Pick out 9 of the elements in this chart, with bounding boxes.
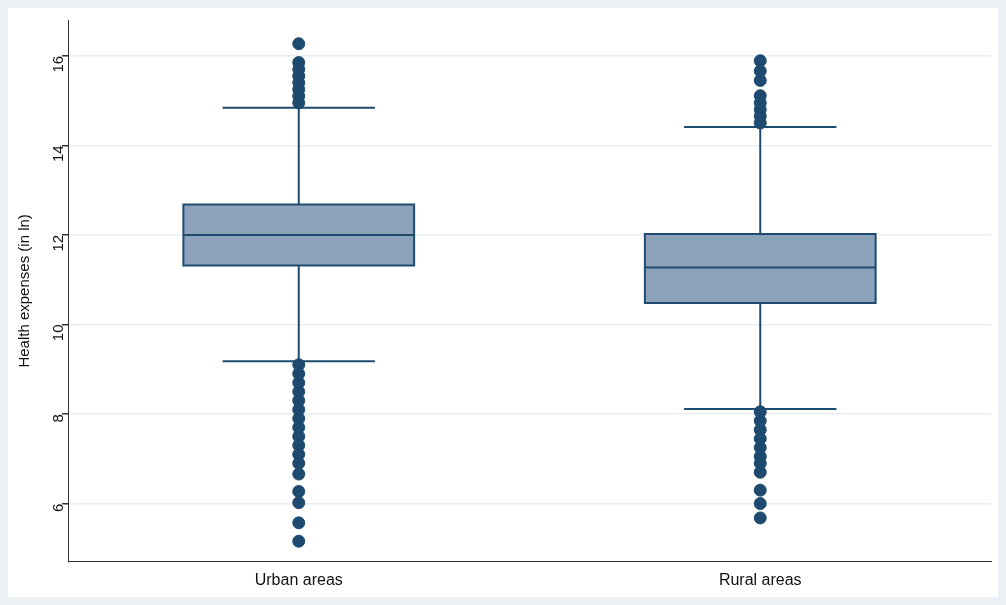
- y-tick-label: 10: [49, 324, 67, 342]
- y-tick-label: 12: [49, 234, 67, 252]
- y-tick-label: 14: [49, 145, 67, 163]
- y-axis-title: Health expenses (in ln): [15, 214, 33, 368]
- y-tick-label: 16: [49, 55, 67, 73]
- y-tick-label: 8: [49, 414, 67, 423]
- y-tick-label: 6: [49, 503, 67, 512]
- x-tick-label: Urban areas: [254, 570, 343, 588]
- x-tick-label: Rural areas: [718, 570, 802, 588]
